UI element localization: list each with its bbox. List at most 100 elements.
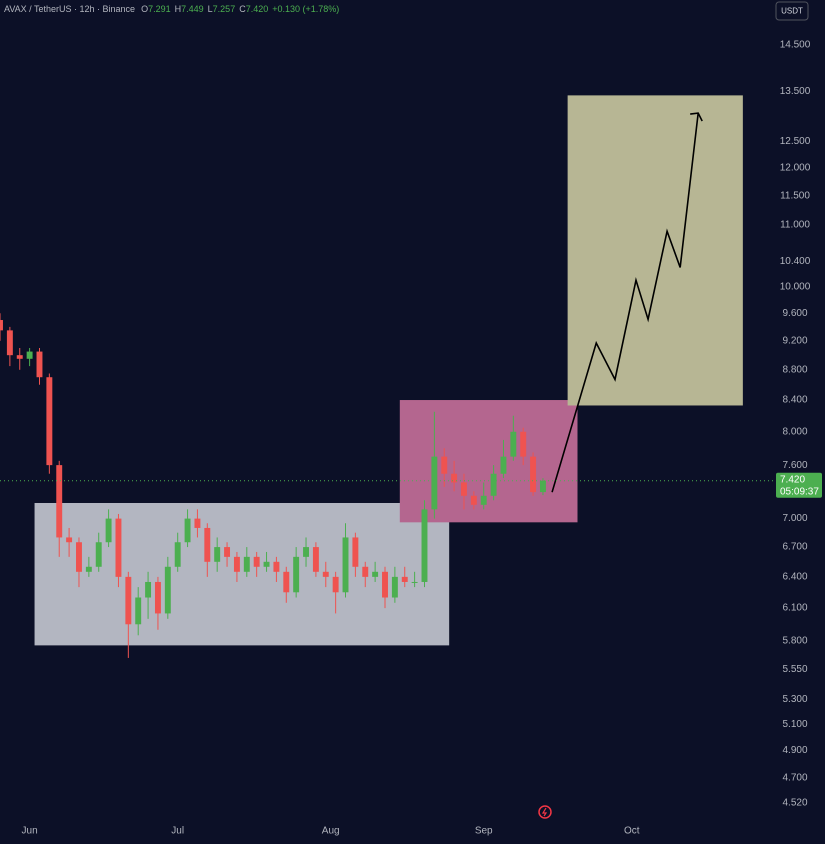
drawings [34, 95, 743, 646]
y-tick-label: 5.300 [782, 694, 807, 705]
zone-box [399, 400, 578, 523]
ohlc-value: 7.420 [246, 4, 269, 14]
ohlc-key: L [208, 4, 213, 14]
candle-body [233, 556, 240, 572]
ohlc-value: 7.257 [213, 4, 236, 14]
last-price-label: 7.420 [780, 474, 805, 485]
y-tick-label: 6.700 [782, 542, 807, 553]
ohlc-value: 7.449 [181, 4, 204, 14]
candle-body [441, 456, 448, 474]
ohlc-value: 7.291 [148, 4, 171, 14]
candle-body [26, 351, 33, 359]
candle-body [56, 465, 63, 538]
candle-body [214, 547, 221, 562]
candle-body [431, 456, 438, 510]
candle-body [480, 495, 487, 505]
currency-label[interactable]: USDT [781, 7, 803, 16]
y-tick-label: 8.400 [782, 395, 807, 406]
candle-body [164, 566, 171, 614]
currency-button[interactable] [775, 1, 809, 21]
projection-path [551, 112, 699, 493]
candle-body [224, 547, 231, 557]
candle-body [273, 561, 280, 572]
candle-body [520, 431, 527, 457]
candle-body [312, 547, 319, 572]
x-tick-label: Sep [475, 826, 493, 837]
y-tick-label: 7.000 [782, 513, 807, 524]
candle-body [283, 571, 290, 593]
candle-body [154, 581, 161, 614]
y-tick-label: 4.900 [782, 745, 807, 756]
candle-body [411, 581, 418, 583]
y-tick-label: 6.100 [782, 603, 807, 614]
candle-body [135, 597, 142, 625]
candle-body [85, 566, 92, 572]
y-tick-label: 4.520 [782, 798, 807, 809]
candle-body [382, 571, 388, 598]
candle-body [461, 482, 467, 496]
candle-body [421, 509, 428, 582]
y-tick-label: 10.000 [780, 281, 811, 292]
candle-body [303, 547, 309, 557]
candle-body [204, 527, 211, 562]
candle-body [16, 355, 23, 359]
x-tick-label: Oct [624, 826, 640, 837]
zone-box [567, 95, 743, 406]
y-tick-label: 4.700 [782, 772, 807, 783]
candle-body [332, 576, 339, 593]
y-tick-label: 10.400 [780, 256, 811, 267]
candle-body [470, 495, 477, 505]
x-tick-label: Aug [322, 826, 340, 837]
candle-body [194, 518, 201, 528]
y-tick-label: 7.600 [782, 460, 807, 471]
x-tick-label: Jul [171, 826, 184, 837]
y-tick-label: 11.500 [780, 190, 810, 201]
y-tick-label: 6.400 [782, 572, 807, 583]
candles [0, 313, 546, 658]
candle-body [391, 576, 398, 598]
y-tick-label: 12.000 [780, 163, 811, 174]
candle-body [46, 377, 53, 466]
y-tick-label: 11.000 [780, 219, 810, 230]
candle-body [243, 556, 250, 572]
replay-icon[interactable] [538, 805, 552, 819]
candle-body [322, 571, 329, 577]
candle-body [125, 576, 132, 625]
ohlc-key: C [239, 4, 246, 14]
projection-arrowhead [690, 112, 703, 122]
y-tick-label: 8.000 [782, 426, 807, 437]
last-price-box [776, 472, 822, 498]
candle-body [293, 556, 300, 593]
candle-body [539, 480, 546, 493]
price-axis: Jun Jul Aug Sep Oct 14.500 13.500 12.500 12.000 1… [22, 40, 822, 837]
candle-body [362, 566, 369, 577]
y-tick-label: 14.500 [780, 40, 811, 51]
candle-body [500, 456, 507, 474]
y-tick-label: 9.600 [782, 308, 807, 319]
candle-body [105, 518, 112, 543]
candle-body [401, 576, 408, 582]
candle-body [253, 556, 260, 567]
y-tick-label: 5.550 [782, 664, 807, 675]
candle-body [342, 537, 349, 593]
candle-body [115, 518, 122, 577]
y-tick-label: 5.800 [782, 636, 807, 647]
y-tick-label: 5.100 [782, 719, 807, 730]
y-tick-label: 13.500 [780, 86, 811, 97]
candle-body [66, 537, 73, 543]
candle-body [490, 473, 497, 496]
symbol-title: AVAX / TetherUS · 12h · Binance [4, 4, 135, 14]
y-tick-label: 12.500 [780, 136, 811, 147]
y-tick-label: 9.200 [782, 336, 807, 347]
candle-body [36, 351, 43, 378]
overlay [0, 112, 776, 493]
candle-body [174, 542, 181, 567]
candle-body [184, 518, 191, 543]
candle-body [510, 431, 517, 457]
candle-body [95, 542, 102, 567]
x-tick-label: Jun [22, 826, 38, 837]
symbol-header: AVAX / TetherUS · 12h · Binance O7.291 H7.… [4, 4, 339, 14]
price-change: +0.130 (+1.78%) [272, 4, 339, 14]
